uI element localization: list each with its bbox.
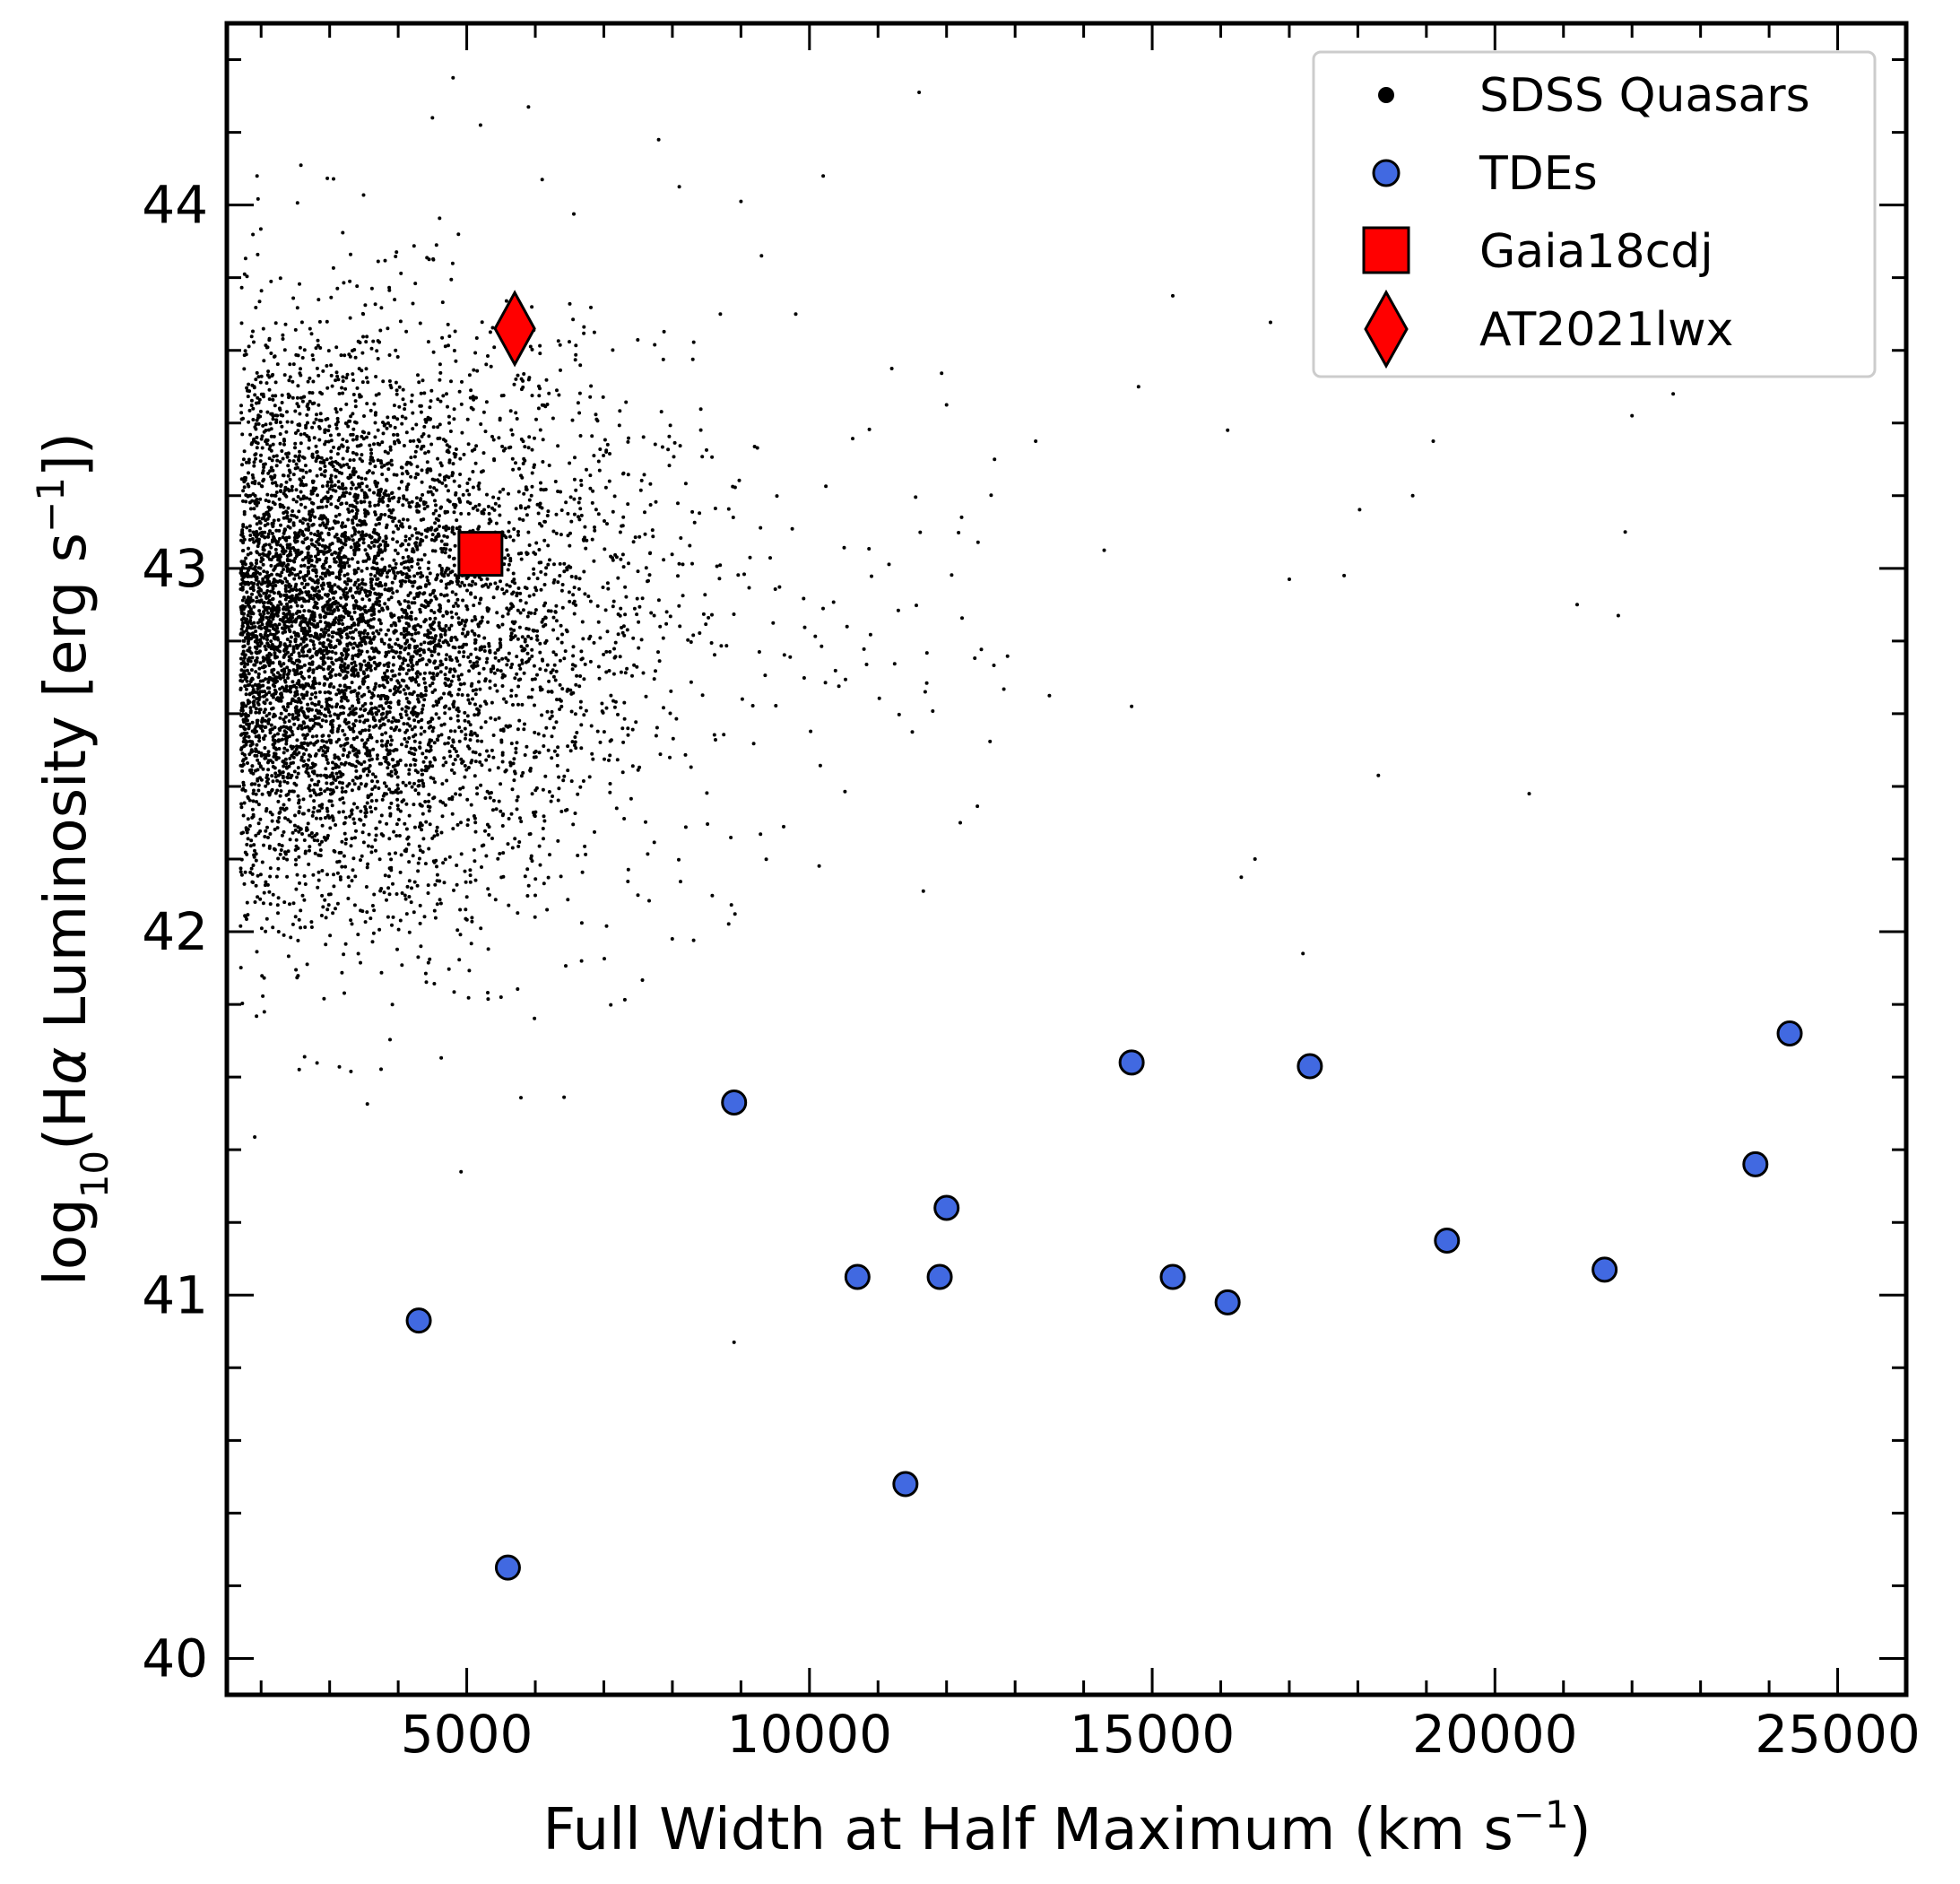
y-tick-label: 43 [142, 538, 208, 599]
tde-point [1742, 1150, 1769, 1177]
x-tick-label: 15000 [1070, 1704, 1236, 1765]
tde-point [1118, 1049, 1145, 1076]
legend-label-sdss-quasars: SDSS Quasars [1479, 69, 1810, 123]
y-tick-label: 41 [142, 1264, 208, 1325]
legend-marker-gaia18cdj [1362, 226, 1410, 274]
x-axis-label-superscript: −1 [1513, 1793, 1569, 1836]
tde-point [844, 1263, 871, 1290]
gaia18cdj-point [457, 531, 504, 577]
tde-point [1776, 1020, 1803, 1047]
x-axis-label: Full Width at Half Maximum (km s−1) [542, 1793, 1591, 1864]
sdss-quasar-points [238, 75, 1676, 1344]
y-axis-label: log10(Hα Luminosity [erg s−1]) [29, 432, 117, 1286]
y-axis-label-subscript: 10 [73, 1150, 117, 1198]
at2021lwx-point [493, 290, 536, 368]
legend-marker-at2021lwx [1364, 289, 1409, 369]
y-tick-label: 40 [142, 1628, 208, 1689]
y-axis-label-superscript: −1 [29, 477, 73, 533]
tick-marks [227, 23, 1908, 1695]
tde-point [933, 1194, 960, 1221]
legend-box [1312, 50, 1877, 378]
x-tick-label: 10000 [727, 1704, 893, 1765]
tde-point [1159, 1263, 1186, 1290]
tde-point [1297, 1053, 1323, 1080]
axis-ticks [227, 23, 1908, 1695]
legend-label-tdes: TDEs [1479, 147, 1598, 201]
tde-point [1591, 1256, 1618, 1283]
x-tick-label: 20000 [1412, 1704, 1578, 1765]
legend-marker-sdss-quasars [1378, 87, 1394, 103]
sdss-quasar-dots [238, 75, 1676, 1344]
tde-point [405, 1307, 432, 1334]
tde-point [1214, 1289, 1241, 1315]
tde-point [892, 1471, 919, 1498]
tde-point [494, 1554, 521, 1581]
x-tick-label: 25000 [1755, 1704, 1921, 1765]
legend-label-at2021lwx: AT2021lwx [1479, 303, 1733, 357]
legend-label-gaia18cdj: Gaia18cdj [1479, 225, 1713, 279]
tde-point [721, 1089, 748, 1116]
tde-point [1434, 1227, 1461, 1254]
y-tick-label: 44 [142, 175, 208, 236]
tde-point [926, 1263, 953, 1290]
legend: SDSS Quasars TDEs Gaia18cdj AT2021lwx [1312, 50, 1877, 378]
highlight-markers [405, 290, 1803, 1581]
y-tick-label: 42 [142, 901, 208, 962]
tick-labels: 5000 10000 15000 20000 25000 40 41 42 43 44 [142, 175, 1921, 1765]
legend-marker-tdes [1372, 159, 1401, 187]
x-tick-label: 5000 [401, 1704, 533, 1765]
